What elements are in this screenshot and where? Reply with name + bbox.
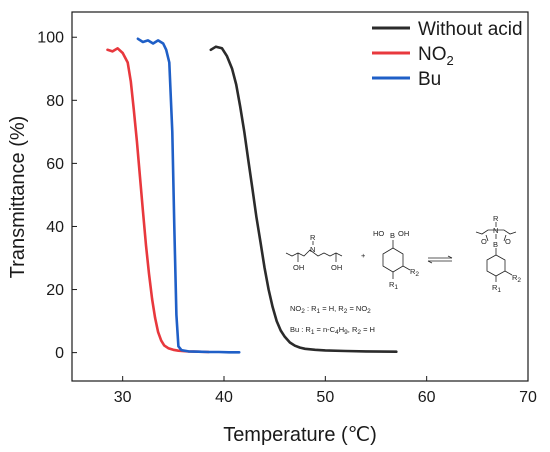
boronic-acid-structure (382, 240, 411, 279)
product-r1-main: R (492, 283, 498, 292)
y-axis-ticks: 0 20 40 60 80 100 (37, 30, 77, 362)
reaction-scheme: R N OH OH + HO B OH R2 R1 (285, 214, 521, 336)
note-bu-h: 2 (357, 329, 361, 336)
note-bu-a: Bu : R (290, 325, 311, 334)
y-tick-label: 80 (46, 93, 64, 110)
note-bu-i: = H (361, 325, 375, 334)
amine-oh-left: OH (293, 263, 304, 272)
product-o1-label: O (481, 237, 487, 246)
y-tick-label: 40 (46, 219, 64, 236)
note-bu-g: , R (348, 325, 358, 334)
boronic-ho-label: HO (373, 229, 384, 238)
x-tick-label: 30 (114, 389, 132, 406)
product-structure (475, 222, 517, 282)
note-no2-e: = H, R (320, 304, 344, 313)
amine-diol-structure (285, 241, 343, 262)
note-no2-f: 2 (344, 308, 348, 315)
legend-label-without-acid: Without acid (418, 19, 523, 40)
product-r1-sub: 1 (497, 287, 501, 294)
y-tick-label: 60 (46, 156, 64, 173)
y-tick-label: 100 (37, 30, 64, 47)
product-r2-main: R (512, 273, 518, 282)
boronic-r1-sub: 1 (394, 284, 398, 291)
product-r-label: R (493, 214, 499, 223)
note-bu-d: 4 (335, 329, 339, 336)
boronic-r2-sub: 2 (415, 271, 419, 278)
note-bu-b: 1 (311, 329, 315, 336)
legend-label-bu: Bu (418, 69, 441, 90)
series-line-no2 (106, 46, 211, 354)
product-o2-label: O (505, 237, 511, 246)
note-no2-b: 2 (301, 308, 305, 315)
note-bu-e: H (339, 325, 344, 334)
series-layer (106, 37, 398, 354)
series-line-without-acid (209, 45, 398, 354)
product-r1-label: R1 (492, 283, 501, 294)
product-b-label: B (493, 240, 498, 249)
boronic-r1-label: R1 (389, 280, 398, 291)
amine-oh-right: OH (331, 263, 342, 272)
x-tick-label: 70 (519, 389, 537, 406)
note-bu: Bu : R1 = n-C4H9, R2 = H (290, 325, 375, 336)
product-n-label: N (493, 226, 498, 235)
equilibrium-arrow (427, 255, 453, 264)
note-no2: NO2 : R1 = H, R2 = NO2 (290, 304, 371, 315)
boronic-oh-label: OH (398, 229, 409, 238)
x-tick-label: 60 (418, 389, 436, 406)
plus-sign: + (361, 251, 366, 260)
boronic-r2-main: R (410, 267, 416, 276)
x-axis-ticks: 30 40 50 60 70 (114, 376, 537, 406)
x-tick-label: 40 (215, 389, 233, 406)
note-no2-g: = NO (347, 304, 367, 313)
legend-label-no2: NO2 (418, 44, 454, 68)
y-tick-label: 0 (55, 345, 64, 362)
y-tick-label: 20 (46, 282, 64, 299)
legend: Without acid NO2 Bu (372, 19, 523, 90)
legend-no2-sub: 2 (447, 53, 454, 68)
x-tick-label: 50 (316, 389, 334, 406)
boronic-r1-main: R (389, 280, 395, 289)
amine-n-label: N (310, 245, 315, 254)
plot-frame (71, 11, 529, 382)
y-axis-title: Transmittance (%) (7, 116, 29, 279)
boronic-r2-label: R2 (410, 267, 419, 278)
note-bu-c: = n-C (314, 325, 335, 334)
boronic-b-label: B (390, 231, 395, 240)
note-no2-d: 1 (317, 308, 321, 315)
note-bu-f: 9 (344, 329, 348, 336)
amine-r-label: R (310, 233, 316, 242)
series-line-bu (136, 37, 241, 354)
note-no2-c: : R (305, 304, 317, 313)
product-r2-sub: 2 (517, 277, 521, 284)
note-no2-h: 2 (367, 308, 371, 315)
x-axis-title: Temperature (℃) (223, 424, 377, 446)
legend-no2-main: NO (418, 44, 447, 65)
note-no2-a: NO (290, 304, 301, 313)
product-r2-label: R2 (512, 273, 521, 284)
